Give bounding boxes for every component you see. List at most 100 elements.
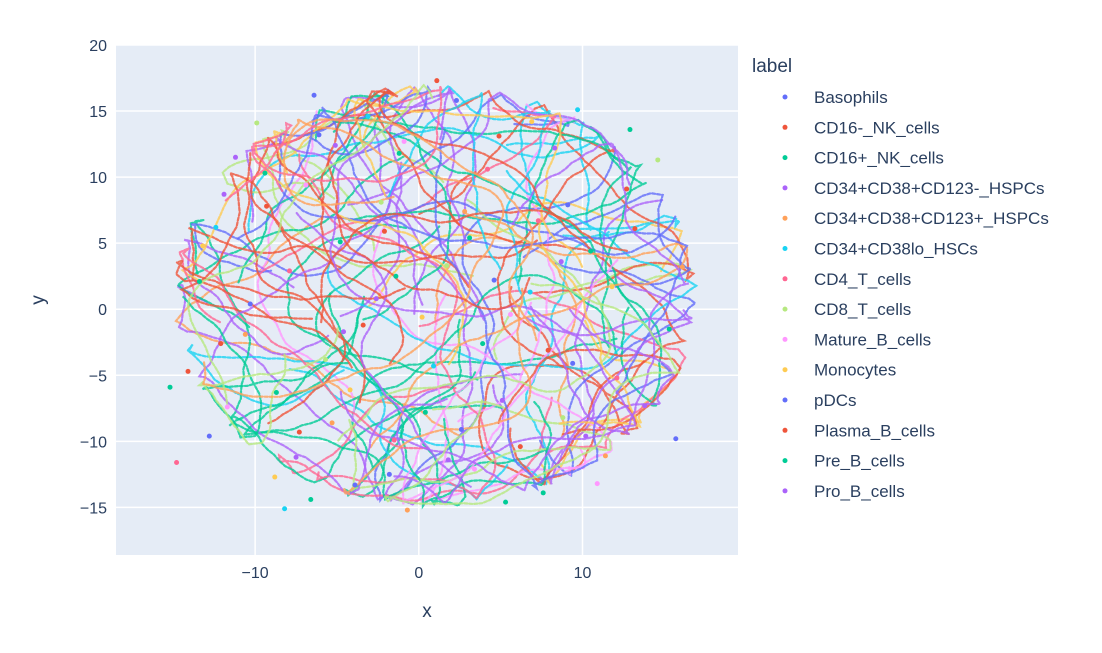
data-point <box>673 436 679 442</box>
y-tick-label: −5 <box>89 368 107 385</box>
data-point <box>396 150 402 156</box>
legend-item[interactable]: CD34+CD38+CD123-_HSPCs <box>782 179 1045 198</box>
data-point <box>602 453 608 459</box>
legend-marker <box>782 246 788 251</box>
trajectory-curve <box>228 295 550 502</box>
legend-marker <box>782 155 788 161</box>
data-point <box>624 186 630 192</box>
trajectory-curve <box>174 283 524 502</box>
legend-marker <box>782 215 788 221</box>
legend-title: label <box>752 56 792 77</box>
legend-item[interactable]: CD8_T_cells <box>782 300 912 319</box>
data-point <box>570 360 576 366</box>
trajectory-curve <box>180 85 421 284</box>
data-point <box>588 248 594 254</box>
trajectory-curve <box>348 400 612 495</box>
trajectory-curve <box>179 171 347 425</box>
data-point <box>565 202 571 208</box>
trajectory-curve <box>188 226 539 281</box>
y-tick-label: 5 <box>98 236 107 253</box>
trajectory-curve <box>537 217 642 429</box>
trajectory-curve <box>347 91 631 206</box>
legend-item[interactable]: CD34+CD38lo_HSCs <box>782 240 978 259</box>
data-point <box>445 457 451 463</box>
trajectory-curve <box>282 118 539 343</box>
trajectory-curve <box>326 168 699 370</box>
legend-label: Plasma_B_cells <box>814 421 935 440</box>
data-point <box>264 203 270 209</box>
legend-item[interactable]: Pre_B_cells <box>782 452 905 471</box>
legend-marker <box>782 427 788 433</box>
legend-item[interactable]: pDCs <box>782 391 857 410</box>
legend-item[interactable]: CD16-_NK_cells <box>782 118 940 137</box>
legend-item[interactable]: CD4_T_cells <box>782 270 912 289</box>
trajectory-curve <box>387 89 502 270</box>
data-point <box>496 133 502 139</box>
legend-label: pDCs <box>814 391 857 410</box>
legend-label: CD4_T_cells <box>814 270 911 289</box>
data-point <box>272 474 278 480</box>
legend-marker <box>782 94 788 100</box>
data-point <box>282 506 288 512</box>
legend-label: CD34+CD38+CD123-_HSPCs <box>814 179 1045 198</box>
data-point <box>527 289 533 295</box>
data-point <box>365 113 371 119</box>
legend-item[interactable]: Basophils <box>782 88 888 107</box>
legend-item[interactable]: Monocytes <box>782 361 897 380</box>
y-tick-label: 0 <box>98 302 107 319</box>
legend-label: Pro_B_cells <box>814 482 905 501</box>
data-point <box>480 341 486 347</box>
data-point <box>655 157 661 163</box>
legend-marker <box>782 124 788 130</box>
data-point <box>594 481 600 487</box>
data-point <box>552 145 558 151</box>
data-point <box>296 429 302 435</box>
trajectory-curve <box>224 85 444 202</box>
legend-item[interactable]: Plasma_B_cells <box>782 421 935 440</box>
data-point <box>381 228 387 234</box>
data-point <box>254 120 260 126</box>
data-point <box>614 375 620 381</box>
data-point <box>471 466 477 472</box>
data-point <box>360 322 366 328</box>
y-tick-label: 10 <box>89 170 107 187</box>
trajectory-curve <box>329 86 693 337</box>
data-point <box>378 199 384 205</box>
data-point <box>444 263 450 269</box>
data-point <box>329 420 335 426</box>
data-point <box>467 235 473 241</box>
legend-marker <box>782 488 788 494</box>
data-point <box>247 301 253 307</box>
x-axis-title: x <box>422 601 432 622</box>
y-tick-label: 15 <box>89 104 107 121</box>
legend-item[interactable]: Mature_B_cells <box>782 330 932 349</box>
legend-item[interactable]: CD16+_NK_cells <box>782 149 944 168</box>
data-point <box>213 224 219 230</box>
trajectory-curve <box>547 308 676 485</box>
legend-item[interactable]: CD34+CD38+CD123+_HSPCs <box>782 209 1049 228</box>
data-point <box>491 277 497 283</box>
data-points <box>167 78 685 513</box>
y-axis-title: y <box>28 295 49 305</box>
legend-label: Basophils <box>814 88 888 107</box>
data-point <box>609 284 615 290</box>
trajectory-curve <box>538 262 697 478</box>
data-point <box>185 368 191 374</box>
legend-label: Mature_B_cells <box>814 330 931 349</box>
data-point <box>196 279 202 285</box>
data-point <box>393 273 399 279</box>
trajectory-curve <box>417 103 696 295</box>
data-point <box>232 154 238 160</box>
y-tick-label: −10 <box>80 434 107 451</box>
trajectory-curve <box>369 210 689 449</box>
legend-item[interactable]: Pro_B_cells <box>782 482 905 501</box>
trajectory-curve <box>241 274 619 437</box>
trajectory-curve <box>201 116 505 398</box>
trajectory-curve <box>311 106 689 394</box>
data-point <box>632 226 638 232</box>
legend-marker <box>782 306 788 312</box>
legend-marker <box>782 185 788 191</box>
y-tick-label: 20 <box>89 38 107 55</box>
data-point <box>262 170 268 176</box>
